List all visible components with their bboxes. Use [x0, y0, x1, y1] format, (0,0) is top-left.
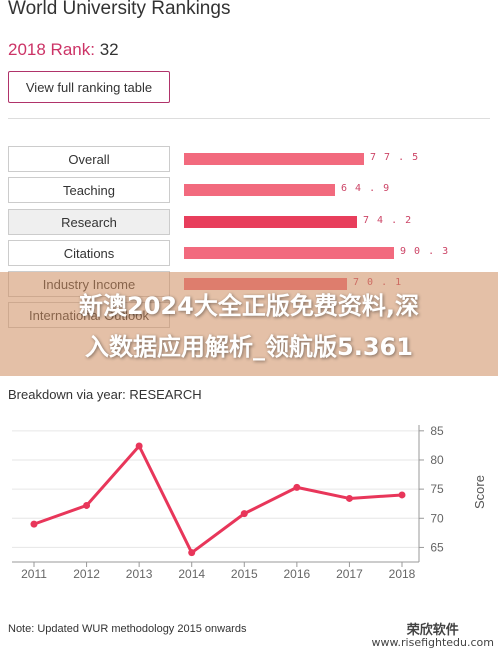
metric-button[interactable]: Citations: [8, 240, 170, 266]
metric-value: 6 4 . 9: [341, 183, 391, 194]
data-point: [345, 494, 353, 502]
data-point: [135, 442, 143, 450]
metric-button[interactable]: Research: [8, 209, 170, 235]
x-tick-label: 2012: [73, 567, 100, 581]
data-point: [188, 549, 196, 557]
y-tick-label: 75: [430, 482, 444, 496]
y-tick-label: 70: [430, 511, 444, 525]
banner-line-1: 新澳2024大全正版免费资料,深: [79, 292, 419, 320]
y-tick-label: 65: [430, 540, 444, 554]
metric-bar: [184, 247, 394, 259]
methodology-note: Note: Updated WUR methodology 2015 onwar…: [8, 623, 247, 635]
x-tick-label: 2018: [389, 567, 416, 581]
watermark-url: www.risefightedu.com: [371, 636, 494, 649]
y-axis-label: Score: [472, 475, 487, 509]
x-tick-label: 2013: [126, 567, 153, 581]
y-tick-label: 85: [430, 424, 444, 438]
metric-value: 7 7 . 5: [370, 152, 420, 163]
watermark-brand: 荣欣软件: [406, 623, 459, 638]
data-point: [240, 510, 248, 518]
divider: [8, 118, 490, 119]
overlay-banner: 新澳2024大全正版免费资料,深 入数据应用解析_领航版5.361: [0, 272, 498, 376]
metric-bar: [184, 153, 364, 165]
banner-line-2: 入数据应用解析_领航版5.361: [85, 333, 413, 361]
view-full-ranking-button[interactable]: View full ranking table: [8, 71, 170, 103]
metric-button[interactable]: Overall: [8, 146, 170, 172]
rank-heading: 2018 Rank: 32: [8, 40, 119, 60]
data-point: [398, 491, 406, 499]
watermark: 荣欣软件 www.risefightedu.com: [371, 623, 494, 649]
breakdown-title: Breakdown via year: RESEARCH: [8, 387, 202, 402]
x-tick-label: 2016: [284, 567, 311, 581]
metric-bar: [184, 184, 335, 196]
rank-label: 2018 Rank:: [8, 40, 95, 59]
x-tick-label: 2015: [231, 567, 258, 581]
metric-bar: [184, 216, 357, 228]
metric-value: 9 0 . 3: [400, 246, 450, 257]
y-tick-label: 80: [430, 453, 444, 467]
data-point: [293, 483, 301, 491]
rank-value: 32: [99, 40, 119, 59]
page-title: World University Rankings: [8, 0, 231, 19]
x-tick-label: 2017: [336, 567, 363, 581]
data-point: [83, 501, 91, 509]
data-point: [30, 520, 38, 528]
metric-button[interactable]: Teaching: [8, 177, 170, 203]
metric-value: 7 4 . 2: [363, 215, 413, 226]
series-line: [33, 444, 403, 555]
x-tick-label: 2011: [21, 567, 47, 581]
x-tick-label: 2014: [178, 567, 205, 581]
